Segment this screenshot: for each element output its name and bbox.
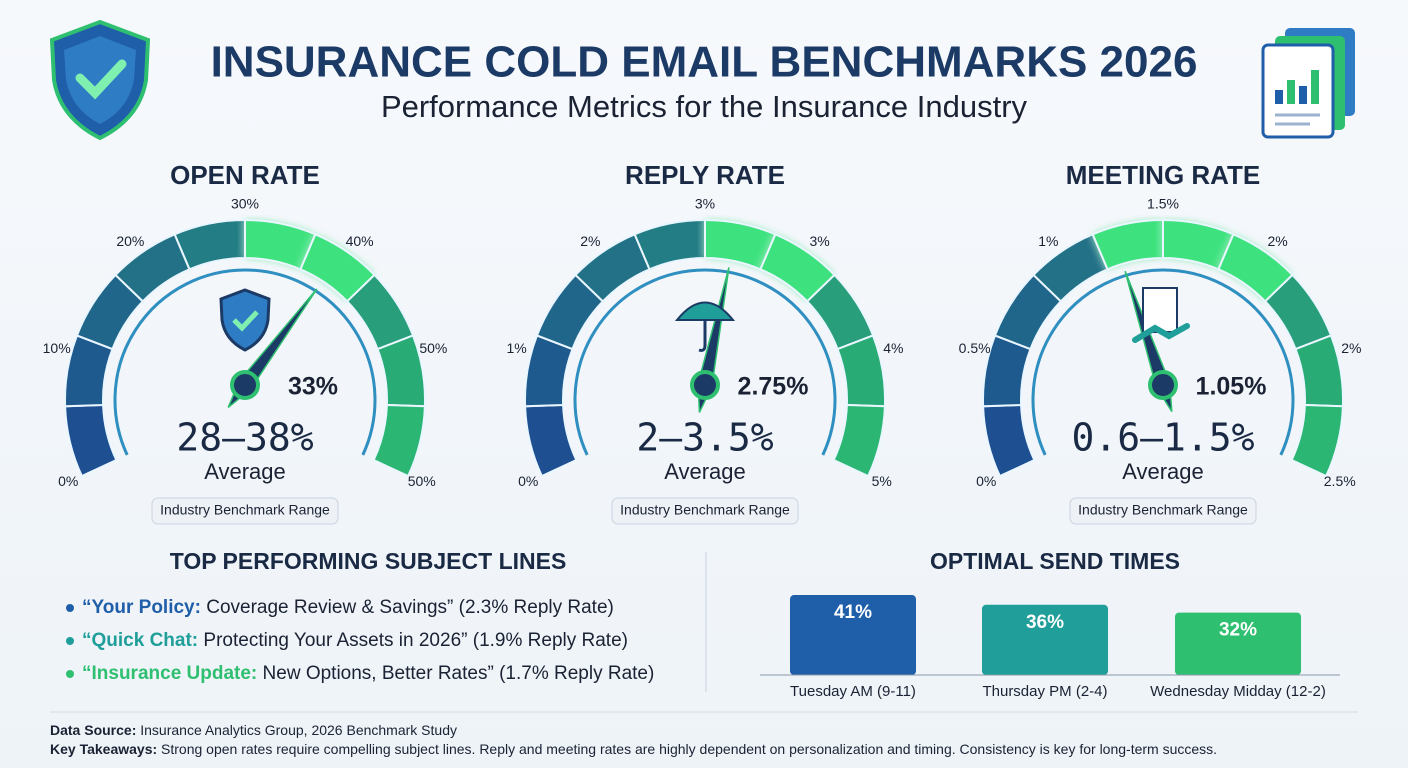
gauge-segment (372, 403, 426, 478)
shield (219, 288, 271, 352)
gauge-icon (674, 301, 736, 352)
footer-line: Key Takeaways: Strong open rates require… (50, 741, 1217, 757)
report-icon (1261, 28, 1355, 139)
gauge-scale-label: 1% (507, 340, 527, 356)
bar-value: 32% (1219, 620, 1257, 641)
gauge-scale-label: 0% (976, 473, 996, 489)
shield-icon (49, 19, 151, 141)
chart-title: OPTIMAL SEND TIMES (930, 548, 1180, 574)
bar-value: 41% (834, 602, 872, 623)
bullet (66, 604, 74, 612)
gauge-scale-label: 5% (872, 473, 892, 489)
subject-text: Coverage Review & Savings” (2.3% Reply R… (201, 597, 614, 618)
bar (1175, 612, 1301, 675)
gauge-scale-label: 4% (883, 340, 903, 356)
gauge-scale-label: 0% (518, 473, 538, 489)
x-tick-label: Tuesday AM (9-11) (790, 683, 916, 700)
subject-text: Protecting Your Assets in 2026” (1.9% Re… (198, 630, 628, 651)
bullet (66, 670, 74, 678)
footer-text: Insurance Analytics Group, 2026 Benchmar… (136, 722, 457, 738)
section-title: TOP PERFORMING SUBJECT LINES (170, 548, 567, 574)
umbrella (674, 301, 736, 321)
footer-label: Key Takeaways: (50, 741, 157, 757)
gauge-value: 2.75% (738, 373, 809, 401)
gauge-icon (1132, 287, 1190, 343)
gauge-hub (690, 370, 720, 400)
gauge-scale-label: 2.5% (1324, 473, 1356, 489)
handle (698, 320, 707, 352)
subject-text: New Options, Better Rates” (1.7% Reply R… (257, 663, 654, 684)
footer-text: Strong open rates require compelling sub… (157, 741, 1217, 757)
subject-line: “Insurance Update: New Options, Better R… (82, 663, 654, 684)
doc (1142, 287, 1178, 333)
bullet (66, 637, 74, 645)
gauge-range: 2–3.5% (636, 416, 773, 460)
x-tick-label: Thursday PM (2-4) (982, 683, 1107, 700)
gauge-value: 1.05% (1196, 373, 1267, 401)
gauge-scale-label: 1% (1038, 233, 1058, 249)
gauge-caption: Average (664, 459, 746, 484)
gauge-caption: Average (204, 459, 286, 484)
hands (1132, 323, 1190, 343)
check (232, 310, 259, 332)
bar-value: 36% (1026, 612, 1064, 633)
badge-box (1069, 497, 1257, 525)
gauge-value: 33% (288, 373, 338, 401)
footer-line: Data Source: Insurance Analytics Group, … (50, 722, 457, 738)
gauge-scale-label: 50% (419, 340, 447, 356)
gauge-hub (230, 370, 260, 400)
x-tick-label: Wednesday Midday (12-2) (1150, 683, 1326, 700)
badge-box (611, 497, 799, 525)
gauge-scale-label: 50% (408, 473, 436, 489)
gauge-range: 0.6–1.5% (1071, 416, 1254, 460)
gauge-inner-arc (113, 268, 377, 456)
title: INSURANCE COLD EMAIL BENCHMARKS 2026 (211, 38, 1198, 87)
gauge-scale-label: 10% (43, 340, 71, 356)
gauge-inner-arc (573, 268, 837, 456)
subject-lead: “Insurance Update: (82, 663, 257, 684)
gauge-scale-label: 2% (580, 233, 600, 249)
gauge-scale-label: 0% (58, 473, 78, 489)
badge: Industry Benchmark Range (160, 502, 330, 518)
subject-lead: “Your Policy: (82, 597, 201, 618)
subject-line: “Your Policy: Coverage Review & Savings”… (82, 597, 614, 618)
gauge-caption: Average (1122, 459, 1204, 484)
gauge-scale-label: 1.5% (1147, 196, 1179, 212)
gauge-scale-label: 40% (346, 233, 374, 249)
gauge-scale-label: 2% (1341, 340, 1361, 356)
gauge-inner-arc (1031, 268, 1295, 456)
gauge-title: MEETING RATE (1066, 160, 1261, 190)
gauge-segment (832, 403, 886, 478)
gauge-scale-label: 3% (695, 196, 715, 212)
bar (790, 595, 916, 675)
bar (982, 604, 1108, 675)
subject-line: “Quick Chat: Protecting Your Assets in 2… (82, 630, 628, 651)
gauge-range: 28–38% (176, 416, 313, 460)
gauge-hub (1148, 370, 1178, 400)
gauge-title: OPEN RATE (170, 160, 320, 190)
gauge-scale-label: 30% (231, 196, 259, 212)
gauge-scale-label: 2% (1268, 233, 1288, 249)
gauge-scale-label: 3% (810, 233, 830, 249)
subject-lead: “Quick Chat: (82, 630, 198, 651)
gauge-scale-label: 0.5% (959, 340, 991, 356)
footer-label: Data Source: (50, 722, 136, 738)
badge-box (151, 497, 339, 525)
badge: Industry Benchmark Range (620, 502, 790, 518)
gauge-icon (219, 288, 271, 352)
gauge-segment (1290, 403, 1344, 478)
badge: Industry Benchmark Range (1078, 502, 1248, 518)
gauge-title: REPLY RATE (625, 160, 785, 190)
subtitle: Performance Metrics for the Insurance In… (381, 89, 1028, 124)
gauge-scale-label: 20% (116, 233, 144, 249)
